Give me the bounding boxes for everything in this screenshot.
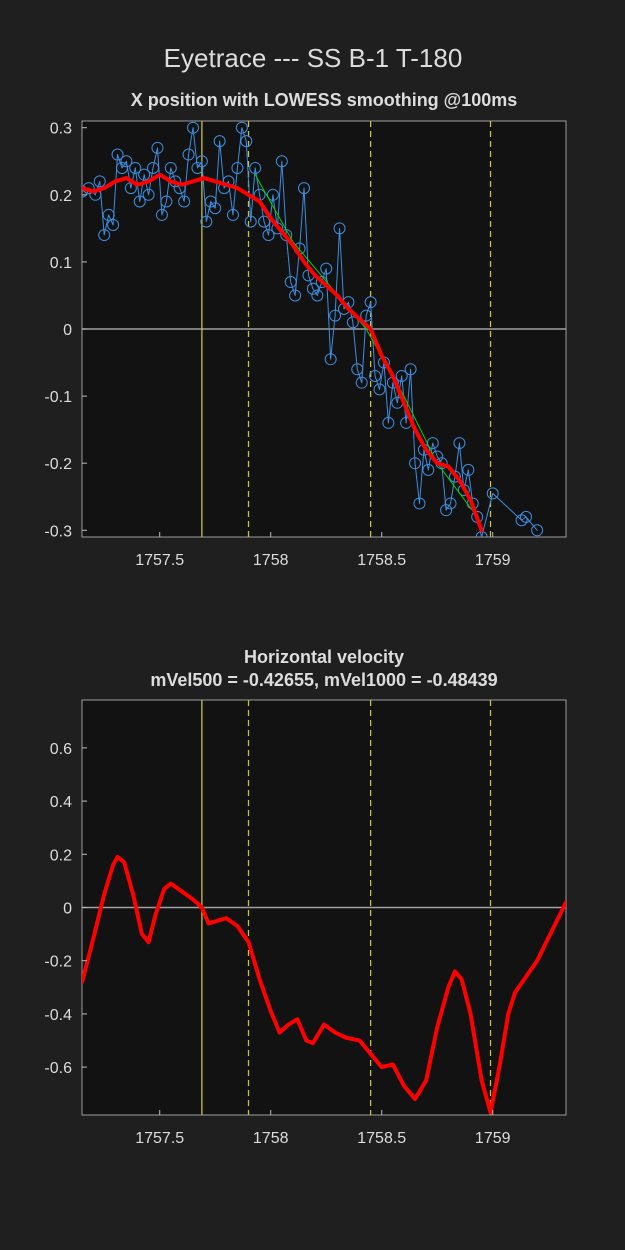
data-point: [147, 161, 160, 174]
data-point: [440, 504, 453, 517]
data-point: [115, 161, 128, 174]
data-point: [333, 222, 346, 235]
x-tick-label: 1758.5: [357, 552, 406, 569]
data-point: [213, 135, 226, 148]
data-point: [151, 141, 164, 154]
data-point: [306, 282, 319, 295]
data-point: [235, 121, 248, 134]
data-point: [107, 219, 120, 231]
y-tick-label: -0.3: [44, 523, 72, 540]
data-point: [422, 463, 435, 476]
y-tick-label: 0: [63, 901, 72, 918]
data-line: [82, 854, 566, 1115]
data-point: [102, 208, 115, 221]
data-point: [448, 470, 461, 483]
data-point: [262, 229, 275, 242]
y-tick-label: -0.6: [44, 1060, 72, 1077]
data-point: [226, 208, 239, 221]
data-point: [444, 497, 457, 510]
plot-content: [82, 700, 566, 1115]
data-point: [382, 416, 395, 429]
data-point: [155, 208, 168, 221]
data-point: [462, 463, 475, 476]
y-tick-label: -0.2: [44, 954, 72, 971]
x-tick-label: 1757.5: [135, 552, 184, 569]
data-point: [515, 514, 528, 527]
chart-subtitle: mVel500 = -0.42655, mVel1000 = -0.48439: [150, 670, 497, 690]
y-tick-label: 0.6: [50, 741, 72, 758]
data-point: [531, 524, 544, 537]
data-point: [249, 161, 262, 174]
data-point: [284, 276, 297, 289]
data-point: [369, 369, 382, 382]
data-point: [311, 289, 324, 302]
data-point: [195, 155, 208, 168]
data-point: [209, 202, 222, 215]
data-point: [111, 148, 124, 161]
data-point: [271, 222, 284, 235]
data-point: [355, 376, 368, 389]
y-tick-label: 0.3: [50, 121, 72, 138]
data-point: [373, 383, 386, 396]
data-point: [395, 369, 408, 382]
data-point: [120, 155, 133, 168]
data-point: [244, 215, 257, 228]
data-point: [364, 296, 377, 309]
y-tick-label: -0.1: [44, 389, 72, 406]
figure-title: Eyetrace --- SS B-1 T-180: [164, 43, 463, 73]
data-point: [98, 229, 111, 242]
data-point: [453, 437, 466, 450]
chart-title: Horizontal velocity: [244, 647, 404, 667]
data-point: [164, 161, 177, 174]
data-point: [404, 363, 417, 376]
x-tick-label: 1757.5: [135, 1130, 184, 1147]
data-line: [82, 172, 484, 533]
data-point: [320, 262, 333, 275]
data-point: [129, 161, 142, 174]
y-tick-label: 0: [63, 322, 72, 339]
data-point: [520, 510, 533, 523]
x-tick-label: 1759: [475, 552, 511, 569]
data-point: [289, 289, 302, 302]
y-tick-label: 0.4: [50, 794, 72, 811]
y-tick-label: 0.2: [50, 188, 72, 205]
data-point: [258, 215, 271, 228]
y-tick-label: 0.1: [50, 255, 72, 272]
data-point: [182, 148, 195, 161]
data-point: [275, 155, 288, 168]
data-point: [178, 195, 191, 208]
data-point: [324, 353, 337, 366]
data-point: [413, 497, 426, 510]
data-point: [298, 182, 311, 195]
data-point: [329, 309, 342, 322]
data-point: [231, 161, 244, 174]
data-point: [351, 363, 364, 376]
x-tick-label: 1758: [253, 1130, 289, 1147]
x-tick-label: 1759: [475, 1130, 511, 1147]
data-point: [360, 309, 373, 322]
plot-content: [82, 121, 566, 537]
y-tick-label: -0.4: [44, 1007, 72, 1024]
data-point: [191, 161, 204, 174]
x-tick-label: 1758: [253, 552, 289, 569]
data-point: [93, 175, 106, 188]
y-tick-label: -0.2: [44, 456, 72, 473]
data-point: [240, 135, 253, 148]
data-point: [204, 195, 217, 208]
chart-title: X position with LOWESS smoothing @100ms: [131, 90, 518, 110]
data-point: [142, 188, 155, 201]
y-tick-label: 0.2: [50, 847, 72, 864]
data-point: [160, 195, 173, 208]
data-point: [409, 457, 422, 470]
data-point: [266, 188, 279, 201]
data-point: [187, 121, 200, 134]
data-point: [486, 487, 499, 500]
data-point: [138, 168, 151, 181]
data-point: [133, 195, 146, 208]
x-tick-label: 1758.5: [357, 1130, 406, 1147]
data-point: [200, 215, 213, 228]
data-point: [346, 316, 359, 329]
